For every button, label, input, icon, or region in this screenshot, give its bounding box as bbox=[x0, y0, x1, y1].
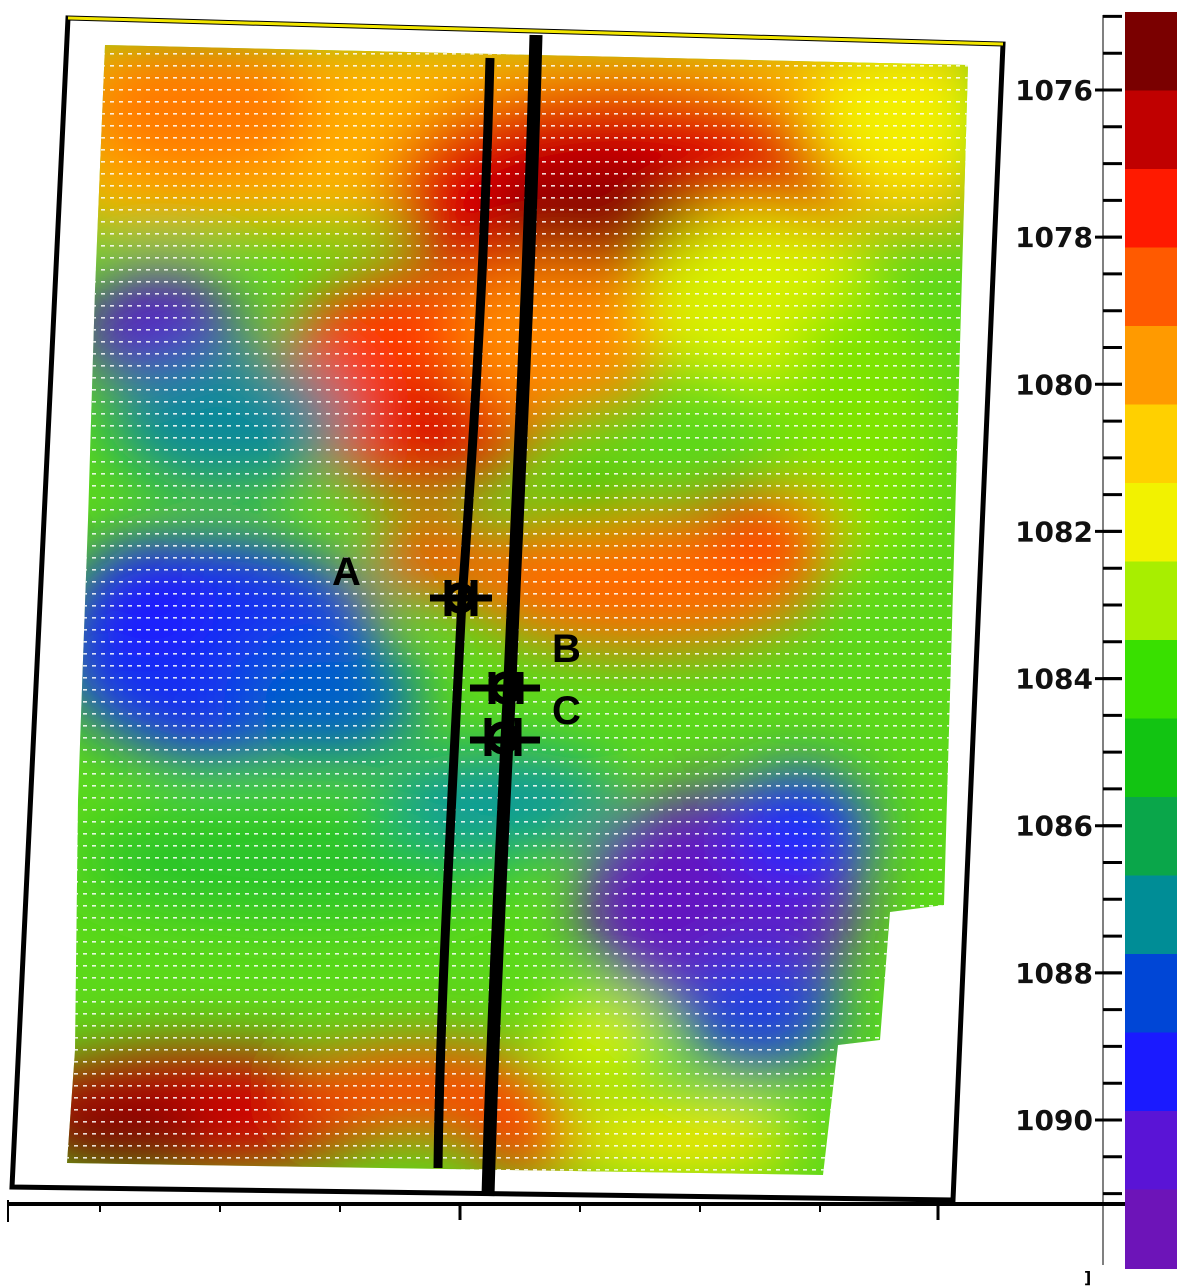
color-scale-segment bbox=[1125, 483, 1177, 563]
color-scale-segment bbox=[1125, 326, 1177, 406]
color-scale-segment bbox=[1125, 169, 1177, 249]
label-a: A bbox=[332, 550, 361, 594]
color-scale-segment bbox=[1125, 404, 1177, 484]
point-markers bbox=[430, 580, 540, 756]
color-scale-tick-label: 1084 bbox=[1015, 663, 1093, 696]
color-scale-tick-label: 1088 bbox=[1015, 957, 1093, 990]
color-scale-segment bbox=[1125, 640, 1177, 720]
color-scale-segment bbox=[1125, 718, 1177, 798]
label-b: B bbox=[552, 627, 581, 671]
color-scale-segment bbox=[1125, 1032, 1177, 1112]
color-scale-segment bbox=[1125, 12, 1177, 92]
label-c: C bbox=[552, 689, 581, 733]
color-scale-segment bbox=[1125, 875, 1177, 955]
corner-mark: ] bbox=[1084, 1268, 1091, 1287]
traverse-line-east bbox=[481, 34, 543, 1197]
color-scale-bar bbox=[1125, 12, 1177, 1269]
color-scale-segment bbox=[1125, 954, 1177, 1034]
color-scale-segment bbox=[1125, 561, 1177, 641]
color-scale-segment bbox=[1125, 1111, 1177, 1191]
color-scale-tick-label: 1078 bbox=[1015, 221, 1093, 254]
marker-b bbox=[470, 671, 540, 705]
color-scale-tick-label: 1076 bbox=[1015, 74, 1093, 107]
color-scale-segment bbox=[1125, 797, 1177, 877]
color-scale-tick-label: 1080 bbox=[1015, 368, 1093, 401]
color-scale-tick-label: 1082 bbox=[1015, 515, 1093, 548]
color-scale-segment bbox=[1125, 1189, 1177, 1269]
color-scale-axis: 1076 1078 1080 1082 1084 1086 1088 1090 bbox=[1015, 14, 1122, 1265]
color-scale-tick-label: 1090 bbox=[1015, 1104, 1093, 1137]
color-scale-tick-label: 1086 bbox=[1015, 810, 1093, 843]
marker-a bbox=[430, 580, 492, 616]
color-scale-segment bbox=[1125, 90, 1177, 170]
color-scale-segment bbox=[1125, 247, 1177, 327]
bottom-axis bbox=[7, 1200, 1142, 1222]
marker-c bbox=[470, 718, 540, 756]
